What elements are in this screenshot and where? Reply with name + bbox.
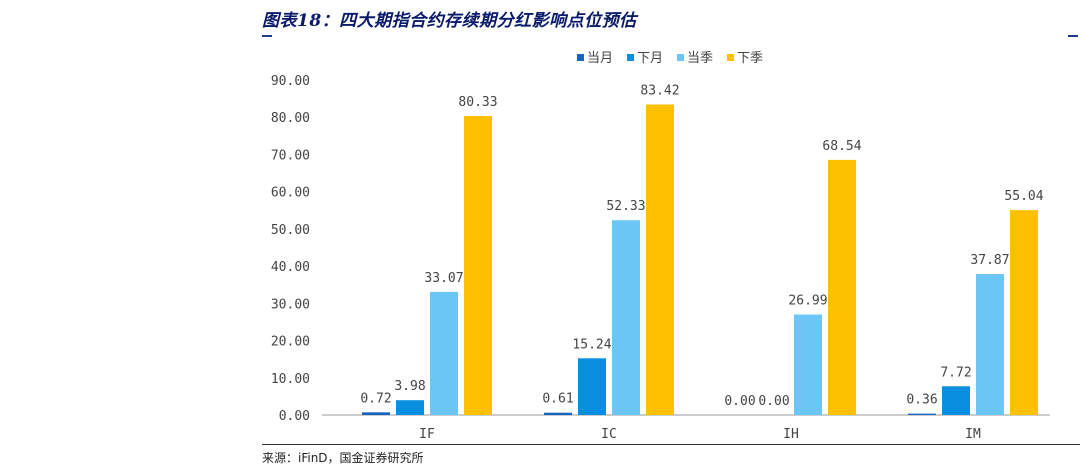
data-label: 0.36	[906, 393, 937, 408]
y-tick-label: 70.00	[271, 148, 310, 163]
bar-IM-当季	[976, 274, 1004, 415]
y-tick-label: 40.00	[271, 260, 310, 275]
data-label: 0.61	[542, 392, 573, 407]
bar-IF-当季	[430, 291, 458, 415]
bar-IM-下季	[1010, 210, 1038, 415]
bar-IM-下月	[942, 386, 970, 415]
bar-IF-当月	[362, 412, 390, 415]
data-label: 0.72	[360, 391, 391, 406]
bar-IC-下季	[646, 104, 674, 416]
y-tick-label: 60.00	[271, 186, 310, 201]
data-label: 26.99	[788, 294, 827, 309]
data-label: 0.00	[758, 394, 789, 409]
bar-IC-当月	[544, 412, 572, 415]
title-rule-left	[262, 35, 272, 37]
x-tick-label: IF	[419, 427, 435, 442]
y-tick-label: 20.00	[271, 335, 310, 350]
data-label: 3.98	[394, 379, 425, 394]
data-label: 80.33	[458, 95, 497, 110]
data-label: 37.87	[970, 253, 1009, 268]
legend-label: 当季	[687, 51, 713, 66]
x-tick-label: IM	[965, 427, 981, 442]
y-tick-label: 10.00	[271, 372, 310, 387]
legend-label: 当月	[587, 51, 613, 66]
y-tick-label: 0.00	[279, 409, 310, 424]
legend-swatch-下月	[627, 54, 634, 61]
bar-IC-当季	[612, 220, 640, 415]
data-label: 33.07	[424, 271, 463, 286]
y-tick-label: 50.00	[271, 223, 310, 238]
bar-IM-当月	[908, 413, 936, 415]
data-label: 83.42	[640, 83, 679, 98]
x-tick-label: IC	[601, 427, 617, 442]
x-tick-label: IH	[783, 427, 799, 442]
title-rule-right	[1068, 35, 1078, 37]
legend-swatch-当季	[677, 54, 684, 61]
data-label: 52.33	[606, 199, 645, 214]
data-label: 7.72	[940, 365, 971, 380]
bar-IC-下月	[578, 358, 606, 415]
legend-swatch-当月	[577, 54, 584, 61]
y-tick-label: 80.00	[271, 111, 310, 126]
legend-swatch-下季	[727, 54, 734, 61]
data-label: 55.04	[1004, 189, 1043, 204]
y-tick-label: 30.00	[271, 297, 310, 312]
y-tick-label: 90.00	[271, 74, 310, 89]
bar-IH-当季	[794, 314, 822, 415]
bar-IF-下季	[464, 115, 492, 415]
data-label: 68.54	[822, 139, 861, 154]
footer-divider	[262, 444, 1080, 445]
page-title: 图表18：四大期指合约存续期分红影响点位预估	[262, 11, 637, 31]
data-label: 15.24	[572, 337, 611, 352]
legend-label: 下月	[637, 51, 663, 66]
data-label: 0.00	[724, 394, 755, 409]
bar-IH-下季	[828, 159, 856, 415]
source-note: 来源：iFinD，国金证券研究所	[262, 451, 424, 465]
legend-label: 下季	[737, 51, 763, 66]
bar-IF-下月	[396, 400, 424, 415]
